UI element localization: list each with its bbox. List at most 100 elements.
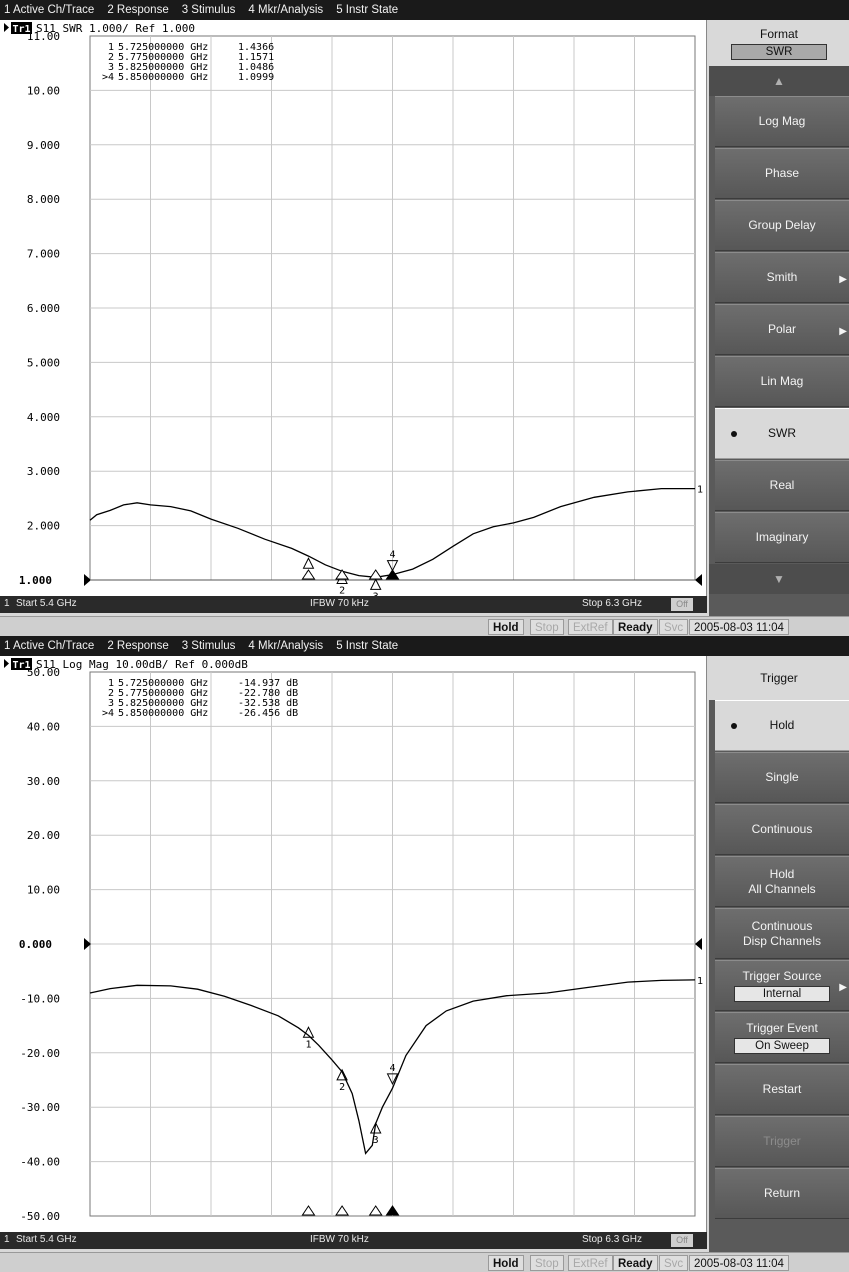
- menu-mkr-analysis[interactable]: 4 Mkr/Analysis: [248, 640, 324, 652]
- y-tick-label: 0.000: [19, 938, 52, 951]
- marker-table-freq: 5.850000000 GHz: [118, 708, 208, 719]
- marker-1[interactable]: 1: [302, 1026, 315, 1050]
- marker-3[interactable]: 3: [369, 578, 382, 596]
- trace-header[interactable]: Tr1 S11 Log Mag 10.00dB/ Ref 0.000dB: [4, 658, 248, 671]
- softkey-label: Trigger Event: [746, 1021, 818, 1035]
- marker-4[interactable]: 4: [386, 550, 399, 572]
- stimulus-marker-1: [301, 569, 316, 580]
- stop-frequency[interactable]: Stop 6.3 GHz: [582, 598, 643, 609]
- softkey-continuous[interactable]: Continuous: [715, 804, 849, 855]
- ifbw-value[interactable]: IFBW 70 kHz: [310, 598, 369, 609]
- trace-label-box: [11, 22, 32, 34]
- trace-label: Tr1: [12, 24, 30, 35]
- instrument-status-bar: Hold Stop ExtRef Ready Svc 2005-08-03 11…: [0, 1252, 849, 1272]
- softkey-hold-all-channels[interactable]: Hold All Channels: [715, 856, 849, 907]
- triangle-up-icon: ▲: [773, 73, 785, 88]
- softkey-lin-mag[interactable]: Lin Mag: [715, 356, 849, 407]
- ref-line-right-arrow: [695, 574, 702, 586]
- marker-table-id: 1: [108, 42, 114, 53]
- softkey-polar[interactable]: Polar ▶: [715, 304, 849, 355]
- marker-label: 4: [389, 1063, 395, 1074]
- softkey-label: Lin Mag: [760, 374, 804, 388]
- menu-active-ch-trace[interactable]: 1 Active Ch/Trace: [4, 4, 95, 16]
- y-tick-label: 9.000: [27, 139, 60, 152]
- marker-table-id: 3: [108, 62, 114, 73]
- softkey-trigger-source[interactable]: Trigger Source Internal ▶: [715, 960, 849, 1011]
- marker-table-value: -22.780 dB: [238, 688, 298, 699]
- softkey-continuous-disp-channels[interactable]: Continuous Disp Channels: [715, 908, 849, 959]
- marker-2[interactable]: 2: [336, 1068, 348, 1093]
- swr-plot-area[interactable]: Tr1 S11 SWR 1.000/ Ref 1.000 11.00 10.00 9.0…: [0, 20, 707, 596]
- y-tick-label: 40.00: [27, 720, 60, 733]
- softkey-smith[interactable]: Smith ▶: [715, 252, 849, 303]
- softkey-label: Continuous: [751, 918, 813, 933]
- stop-frequency[interactable]: Stop 6.3 GHz: [582, 1234, 643, 1245]
- channel-status-bar: 1 Start 5.4 GHz IFBW 70 kHz Stop 6.3 GHz…: [0, 596, 707, 613]
- channel-status-bar: 1 Start 5.4 GHz IFBW 70 kHz Stop 6.3 GHz…: [0, 1232, 707, 1249]
- status-svc: Svc: [659, 619, 689, 635]
- stimulus-marker-4: [385, 1205, 400, 1216]
- softkey-restart[interactable]: Restart: [715, 1064, 849, 1115]
- menu-instr-state[interactable]: 5 Instr State: [336, 4, 399, 16]
- softkey-label: Single: [765, 770, 799, 784]
- menu-stimulus[interactable]: 3 Stimulus: [181, 4, 236, 16]
- stimulus-marker-1: [301, 1205, 316, 1216]
- y-tick-label: 10.00: [27, 884, 60, 897]
- softkey-single[interactable]: Single: [715, 752, 849, 803]
- marker-table-id: 2: [108, 52, 114, 63]
- softkey-real[interactable]: Real: [715, 460, 849, 511]
- trace-scale-text: S11 Log Mag 10.00dB/ Ref 0.000dB: [36, 658, 248, 671]
- ifbw-value[interactable]: IFBW 70 kHz: [310, 1234, 369, 1245]
- softkey-hold[interactable]: Hold: [715, 700, 849, 751]
- start-frequency[interactable]: Start 5.4 GHz: [16, 598, 77, 609]
- menu-response[interactable]: 2 Response: [107, 640, 169, 652]
- softkey-swr[interactable]: SWR: [715, 408, 849, 459]
- softkey-group-delay[interactable]: Group Delay: [715, 200, 849, 251]
- trace-header[interactable]: Tr1 S11 SWR 1.000/ Ref 1.000: [4, 22, 195, 35]
- marker-table-value: -26.456 dB: [238, 708, 298, 719]
- softkey-menu-title: Format: [759, 26, 798, 41]
- softkey-scroll-up-button[interactable]: ▲: [709, 66, 849, 96]
- marker-table-id: 3: [108, 698, 114, 709]
- marker-label: 1: [305, 1039, 311, 1050]
- triangle-down-icon: ▼: [773, 571, 785, 586]
- marker-table-id: 2: [108, 688, 114, 699]
- marker-4[interactable]: 4: [386, 1063, 399, 1086]
- marker-3[interactable]: 3: [369, 1121, 382, 1146]
- softkey-imaginary[interactable]: Imaginary: [715, 512, 849, 563]
- softkey-panel: Trigger Hold Single Continuous Hold All Chann…: [709, 656, 849, 1252]
- off-indicator: Off: [671, 1234, 693, 1247]
- stimulus-marker-2: [335, 569, 350, 580]
- submenu-arrow-icon: ▶: [839, 325, 847, 337]
- marker-table-freq: 5.725000000 GHz: [118, 42, 208, 53]
- start-frequency[interactable]: Start 5.4 GHz: [16, 1234, 77, 1245]
- softkey-trigger-event[interactable]: Trigger Event On Sweep: [715, 1012, 849, 1063]
- softkey-value: On Sweep: [734, 1038, 830, 1054]
- softkey-label: Smith: [766, 270, 798, 284]
- softkey-value: Internal: [734, 986, 830, 1002]
- marker-table-freq: 5.775000000 GHz: [118, 688, 208, 699]
- softkey-label-line2: Disp Channels: [742, 933, 822, 948]
- y-tick-label: 11.00: [27, 30, 60, 43]
- softkey-label: Hold: [769, 866, 795, 881]
- menu-stimulus[interactable]: 3 Stimulus: [181, 640, 236, 652]
- softkey-phase[interactable]: Phase: [715, 148, 849, 199]
- marker-table-value: -14.937 dB: [238, 678, 298, 689]
- y-tick-label: 30.00: [27, 775, 60, 788]
- y-tick-label: 3.000: [27, 465, 60, 478]
- softkey-return[interactable]: Return: [715, 1168, 849, 1219]
- menu-response[interactable]: 2 Response: [107, 4, 169, 16]
- trace-line: [89, 487, 695, 578]
- menu-instr-state[interactable]: 5 Instr State: [336, 640, 399, 652]
- softkey-scroll-down-button[interactable]: ▼: [709, 564, 849, 594]
- marker-table-freq: 5.825000000 GHz: [118, 698, 208, 709]
- menu-active-ch-trace[interactable]: 1 Active Ch/Trace: [4, 640, 95, 652]
- softkey-trigger: Trigger: [715, 1116, 849, 1167]
- logmag-chart: Tr1 S11 Log Mag 10.00dB/ Ref 0.000dB50.00…: [4, 658, 703, 1223]
- off-indicator: Off: [671, 598, 693, 611]
- softkey-log-mag[interactable]: Log Mag: [715, 96, 849, 147]
- selected-bullet-icon: [731, 430, 737, 437]
- logmag-plot-area[interactable]: Tr1 S11 Log Mag 10.00dB/ Ref 0.000dB 50.00…: [0, 656, 707, 1232]
- menu-mkr-analysis[interactable]: 4 Mkr/Analysis: [248, 4, 324, 16]
- selected-bullet-icon: [731, 722, 737, 729]
